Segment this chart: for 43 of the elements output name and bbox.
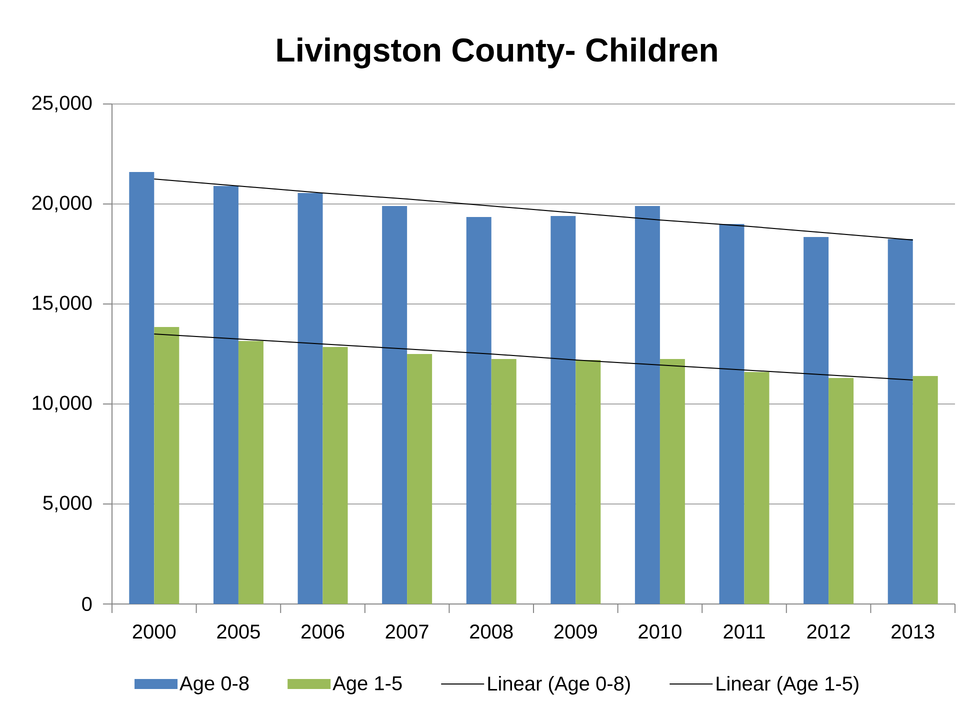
y-tick-label: 10,000: [32, 396, 92, 412]
bar: [912, 376, 938, 604]
x-tick-label: 2009: [554, 624, 597, 639]
x-tick-label: 2008: [470, 624, 513, 639]
line-series: [154, 333, 914, 380]
bar: [382, 206, 408, 604]
bar: [491, 358, 516, 604]
legend-label: Age 1-5: [332, 676, 402, 694]
bar: [129, 172, 154, 604]
bar: [550, 216, 576, 604]
bar: [888, 238, 913, 604]
chart-title: Livingston County- Children: [277, 38, 717, 68]
x-tick-label: 2006: [302, 624, 344, 639]
x-tick-label: 2011: [724, 624, 765, 639]
x-tick-label: 2000: [132, 624, 176, 639]
y-tick-label: 25,000: [32, 96, 92, 112]
bar: [322, 346, 348, 604]
y-tick-label: 0: [82, 596, 92, 612]
legend-label: Age 0-8: [180, 676, 249, 694]
bar: [804, 236, 829, 604]
x-tick-label: 2007: [386, 624, 428, 639]
bar: [719, 224, 744, 604]
x-tick-label: 2005: [217, 624, 260, 639]
bar: [407, 354, 432, 604]
bar: [576, 360, 601, 604]
x-tick-label: 2012: [807, 624, 850, 639]
bar: [154, 326, 180, 604]
bar: [466, 216, 492, 604]
x-tick-label: 2010: [638, 624, 682, 639]
line-series: [154, 178, 914, 240]
y-tick-label: 5,000: [43, 496, 92, 512]
bar: [298, 192, 323, 604]
bar: [634, 206, 660, 604]
legend-label: Linear (Age 0-8): [488, 676, 630, 695]
bar: [213, 186, 238, 604]
bar: [828, 378, 854, 604]
legend-label: Linear (Age 1-5): [716, 676, 858, 695]
y-tick-label: 15,000: [32, 296, 92, 312]
bar: [744, 372, 770, 604]
bar: [660, 358, 685, 604]
y-tick-label: 20,000: [32, 196, 92, 212]
x-tick-label: 2013: [892, 624, 934, 639]
bar: [238, 340, 264, 604]
